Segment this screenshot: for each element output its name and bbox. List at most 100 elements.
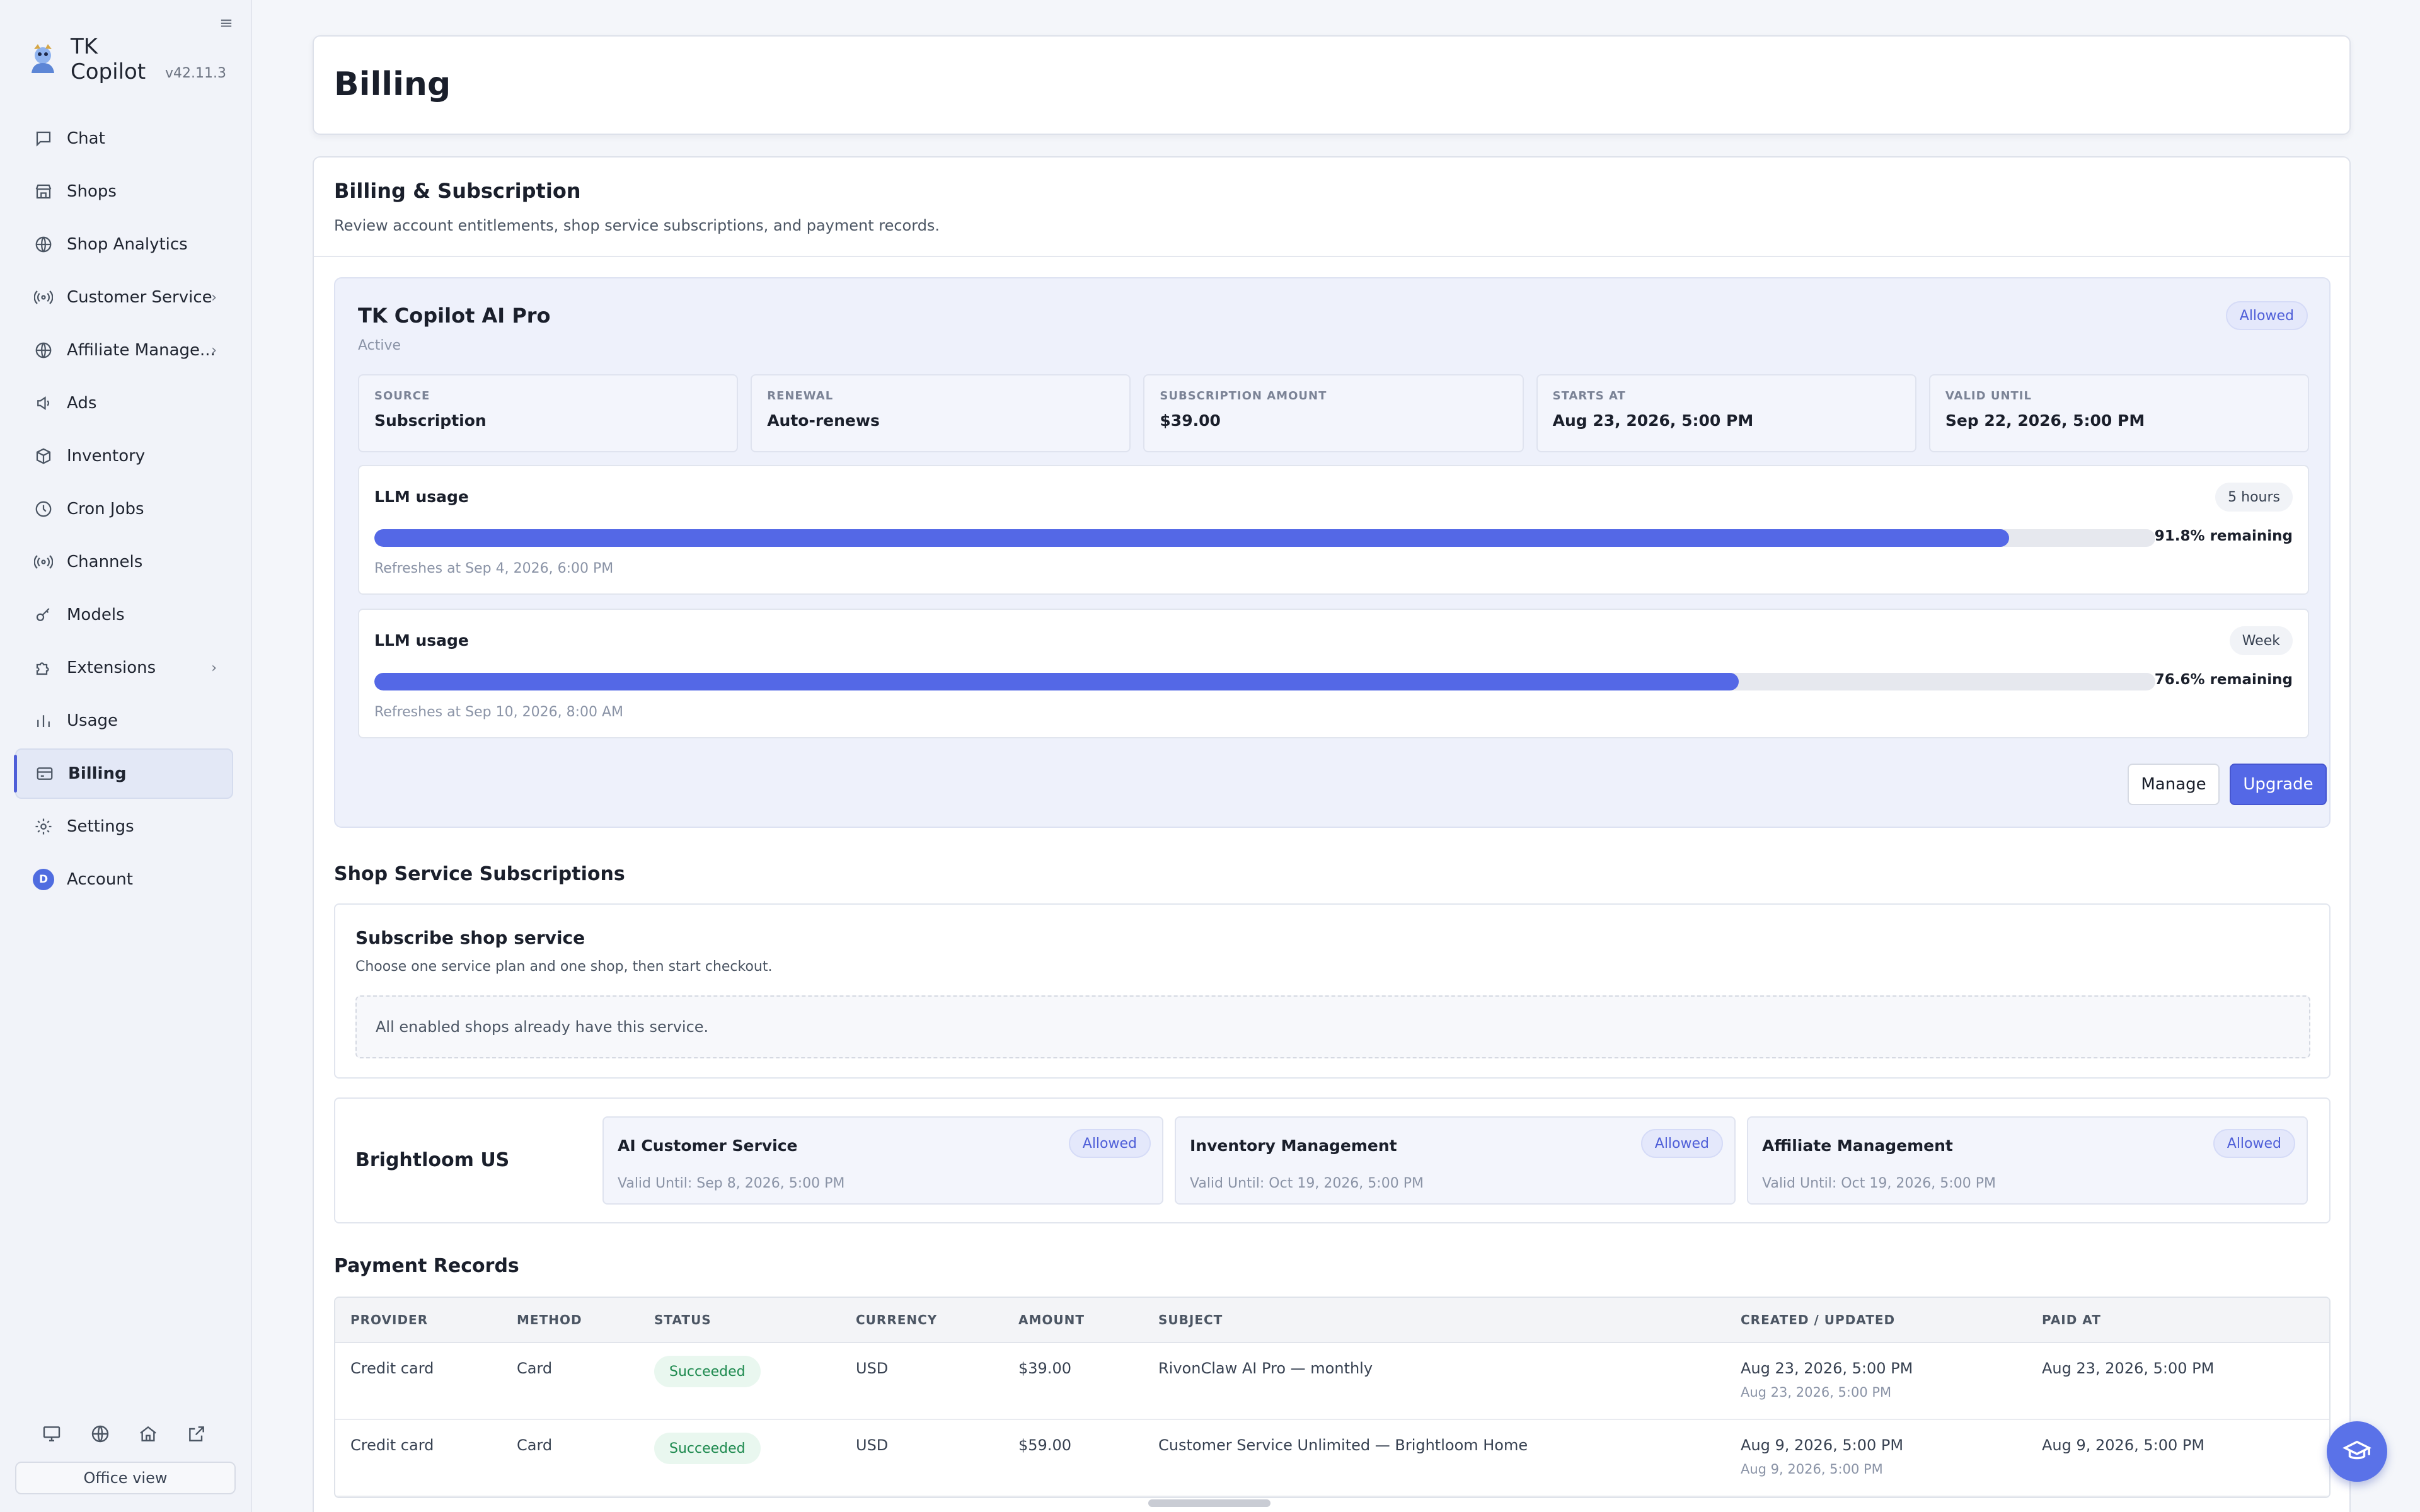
info-label: SUBSCRIPTION AMOUNT xyxy=(1160,389,1327,403)
subscribe-title: Subscribe shop service xyxy=(355,927,585,948)
cell-currency: USD xyxy=(856,1360,889,1377)
updated-at: Aug 23, 2026, 5:00 PM xyxy=(1741,1385,1892,1400)
globe-icon[interactable] xyxy=(88,1421,113,1446)
service-title: Affiliate Management xyxy=(1762,1137,1953,1155)
clock-icon xyxy=(33,498,54,520)
sidebar-item-inventory[interactable]: Inventory xyxy=(15,431,233,481)
horizontal-scrollbar[interactable] xyxy=(1148,1499,1270,1507)
info-subscription-amount: SUBSCRIPTION AMOUNT $39.00 xyxy=(1143,374,1524,452)
monitor-icon[interactable] xyxy=(39,1421,64,1446)
service-allowed-badge: Allowed xyxy=(1640,1129,1723,1158)
service-allowed-badge: Allowed xyxy=(1068,1129,1151,1158)
sidebar-item-label: Usage xyxy=(67,711,118,730)
broadcast-icon xyxy=(33,287,54,308)
sidebar-item-billing[interactable]: Billing xyxy=(14,748,233,799)
sidebar-item-affiliate-management[interactable]: Affiliate Manage... › xyxy=(15,325,233,375)
table-header: PROVIDER METHOD STATUS CURRENCY AMOUNT S… xyxy=(335,1298,2329,1343)
sidebar-item-label: Cron Jobs xyxy=(67,500,144,518)
usage-window-badge: 5 hours xyxy=(2215,483,2293,512)
sidebar-item-account[interactable]: D Account xyxy=(15,854,233,905)
sidebar-item-label: Affiliate Manage... xyxy=(67,341,216,360)
external-link-icon[interactable] xyxy=(184,1421,209,1446)
column-header[interactable]: PAID AT xyxy=(2042,1312,2101,1327)
shop-name: Brightloom US xyxy=(355,1149,510,1171)
service-valid-until: Valid Until: Oct 19, 2026, 5:00 PM xyxy=(1190,1176,1424,1191)
sidebar-item-settings[interactable]: Settings xyxy=(15,801,233,852)
usage-remaining: 91.8% remaining xyxy=(2154,528,2293,544)
page-header: Billing xyxy=(313,35,2351,135)
sidebar-item-label: Account xyxy=(67,870,133,889)
sidebar-item-channels[interactable]: Channels xyxy=(15,537,233,587)
usage-progress-fill xyxy=(374,529,2010,547)
sidebar-item-ads[interactable]: Ads xyxy=(15,378,233,428)
sidebar-item-label: Settings xyxy=(67,817,134,836)
chat-icon xyxy=(33,128,54,149)
cell-paid-at: Aug 23, 2026, 5:00 PM xyxy=(2042,1360,2215,1377)
home-icon[interactable] xyxy=(135,1421,161,1446)
usage-refresh-time: Refreshes at Sep 4, 2026, 6:00 PM xyxy=(374,561,614,576)
sidebar-item-cron-jobs[interactable]: Cron Jobs xyxy=(15,484,233,534)
upgrade-button[interactable]: Upgrade xyxy=(2230,764,2327,805)
info-value: Sep 22, 2026, 5:00 PM xyxy=(1945,411,2145,430)
column-header[interactable]: SUBJECT xyxy=(1158,1312,1223,1327)
sidebar-item-shop-analytics[interactable]: Shop Analytics xyxy=(15,219,233,270)
bar-chart-icon xyxy=(33,710,54,731)
column-header[interactable]: STATUS xyxy=(654,1312,712,1327)
sidebar-item-chat[interactable]: Chat xyxy=(15,113,233,164)
credit-card-icon xyxy=(34,763,55,784)
service-valid-until: Valid Until: Sep 8, 2026, 5:00 PM xyxy=(618,1176,845,1191)
usage-card-week: LLM usage Week 76.6% remaining Refreshes… xyxy=(358,609,2309,738)
column-header[interactable]: AMOUNT xyxy=(1018,1312,1085,1327)
globe-icon xyxy=(33,234,54,255)
table-row[interactable]: Credit card Card Succeeded USD $39.00 Ri… xyxy=(335,1343,2329,1420)
billing-panel: Billing & Subscription Review account en… xyxy=(313,156,2351,1512)
cell-subject: RivonClaw AI Pro — monthly xyxy=(1158,1360,1373,1377)
usage-refresh-time: Refreshes at Sep 10, 2026, 8:00 AM xyxy=(374,704,624,720)
panel-title: Billing & Subscription xyxy=(334,179,581,203)
sidebar-item-customer-service[interactable]: Customer Service › xyxy=(15,272,233,323)
column-header[interactable]: CREATED / UPDATED xyxy=(1741,1312,1896,1327)
usage-progress-bar xyxy=(374,673,2155,690)
cell-method: Card xyxy=(517,1436,553,1454)
shop-services-heading: Shop Service Subscriptions xyxy=(334,863,625,885)
sidebar-item-models[interactable]: Models xyxy=(15,590,233,640)
cell-created-updated: Aug 9, 2026, 5:00 PM Aug 9, 2026, 5:00 P… xyxy=(1741,1420,1903,1477)
subscribe-subtitle: Choose one service plan and one shop, th… xyxy=(355,959,773,975)
cell-amount: $39.00 xyxy=(1018,1360,1071,1377)
sidebar-item-label: Chat xyxy=(67,129,105,148)
info-value: Subscription xyxy=(374,411,487,430)
usage-title: LLM usage xyxy=(374,631,469,650)
info-value: Aug 23, 2026, 5:00 PM xyxy=(1552,411,1754,430)
created-at: Aug 23, 2026, 5:00 PM xyxy=(1741,1360,1913,1377)
office-view-button[interactable]: Office view xyxy=(15,1462,236,1494)
plan-info-grid: SOURCE Subscription RENEWAL Auto-renews … xyxy=(358,374,2310,452)
sidebar-item-shops[interactable]: Shops xyxy=(15,166,233,217)
service-valid-until: Valid Until: Oct 19, 2026, 5:00 PM xyxy=(1762,1176,1996,1191)
sidebar-footer-icons xyxy=(15,1421,233,1446)
cell-provider: Credit card xyxy=(350,1436,434,1454)
cell-subject: Customer Service Unlimited — Brightloom … xyxy=(1158,1436,1528,1454)
column-header[interactable]: CURRENCY xyxy=(856,1312,938,1327)
cell-method: Card xyxy=(517,1360,553,1377)
sidebar-item-extensions[interactable]: Extensions › xyxy=(15,643,233,693)
info-value: Auto-renews xyxy=(767,411,880,430)
help-button[interactable] xyxy=(2327,1421,2387,1482)
table-row[interactable]: Credit card Card Succeeded USD $59.00 Cu… xyxy=(335,1420,2329,1497)
column-header[interactable]: PROVIDER xyxy=(350,1312,429,1327)
info-label: RENEWAL xyxy=(767,389,834,403)
sidebar-item-label: Inventory xyxy=(67,447,146,466)
status-badge: Succeeded xyxy=(654,1356,761,1387)
info-label: STARTS AT xyxy=(1552,389,1626,403)
collapse-sidebar-icon[interactable]: ≡ xyxy=(219,14,233,33)
sidebar-nav: Chat Shops Shop Analytics Customer Servi… xyxy=(14,113,233,907)
key-icon xyxy=(33,604,54,626)
manage-button[interactable]: Manage xyxy=(2128,764,2220,805)
cell-status: Succeeded xyxy=(654,1343,761,1387)
service-affiliate-management: Affiliate Management Allowed Valid Until… xyxy=(1747,1116,2308,1205)
sidebar-item-label: Models xyxy=(67,605,125,624)
sidebar-item-usage[interactable]: Usage xyxy=(15,696,233,746)
usage-remaining: 76.6% remaining xyxy=(2154,672,2293,688)
sidebar-item-label: Billing xyxy=(68,764,127,783)
column-header[interactable]: METHOD xyxy=(517,1312,582,1327)
panel-subtitle: Review account entitlements, shop servic… xyxy=(334,217,940,234)
